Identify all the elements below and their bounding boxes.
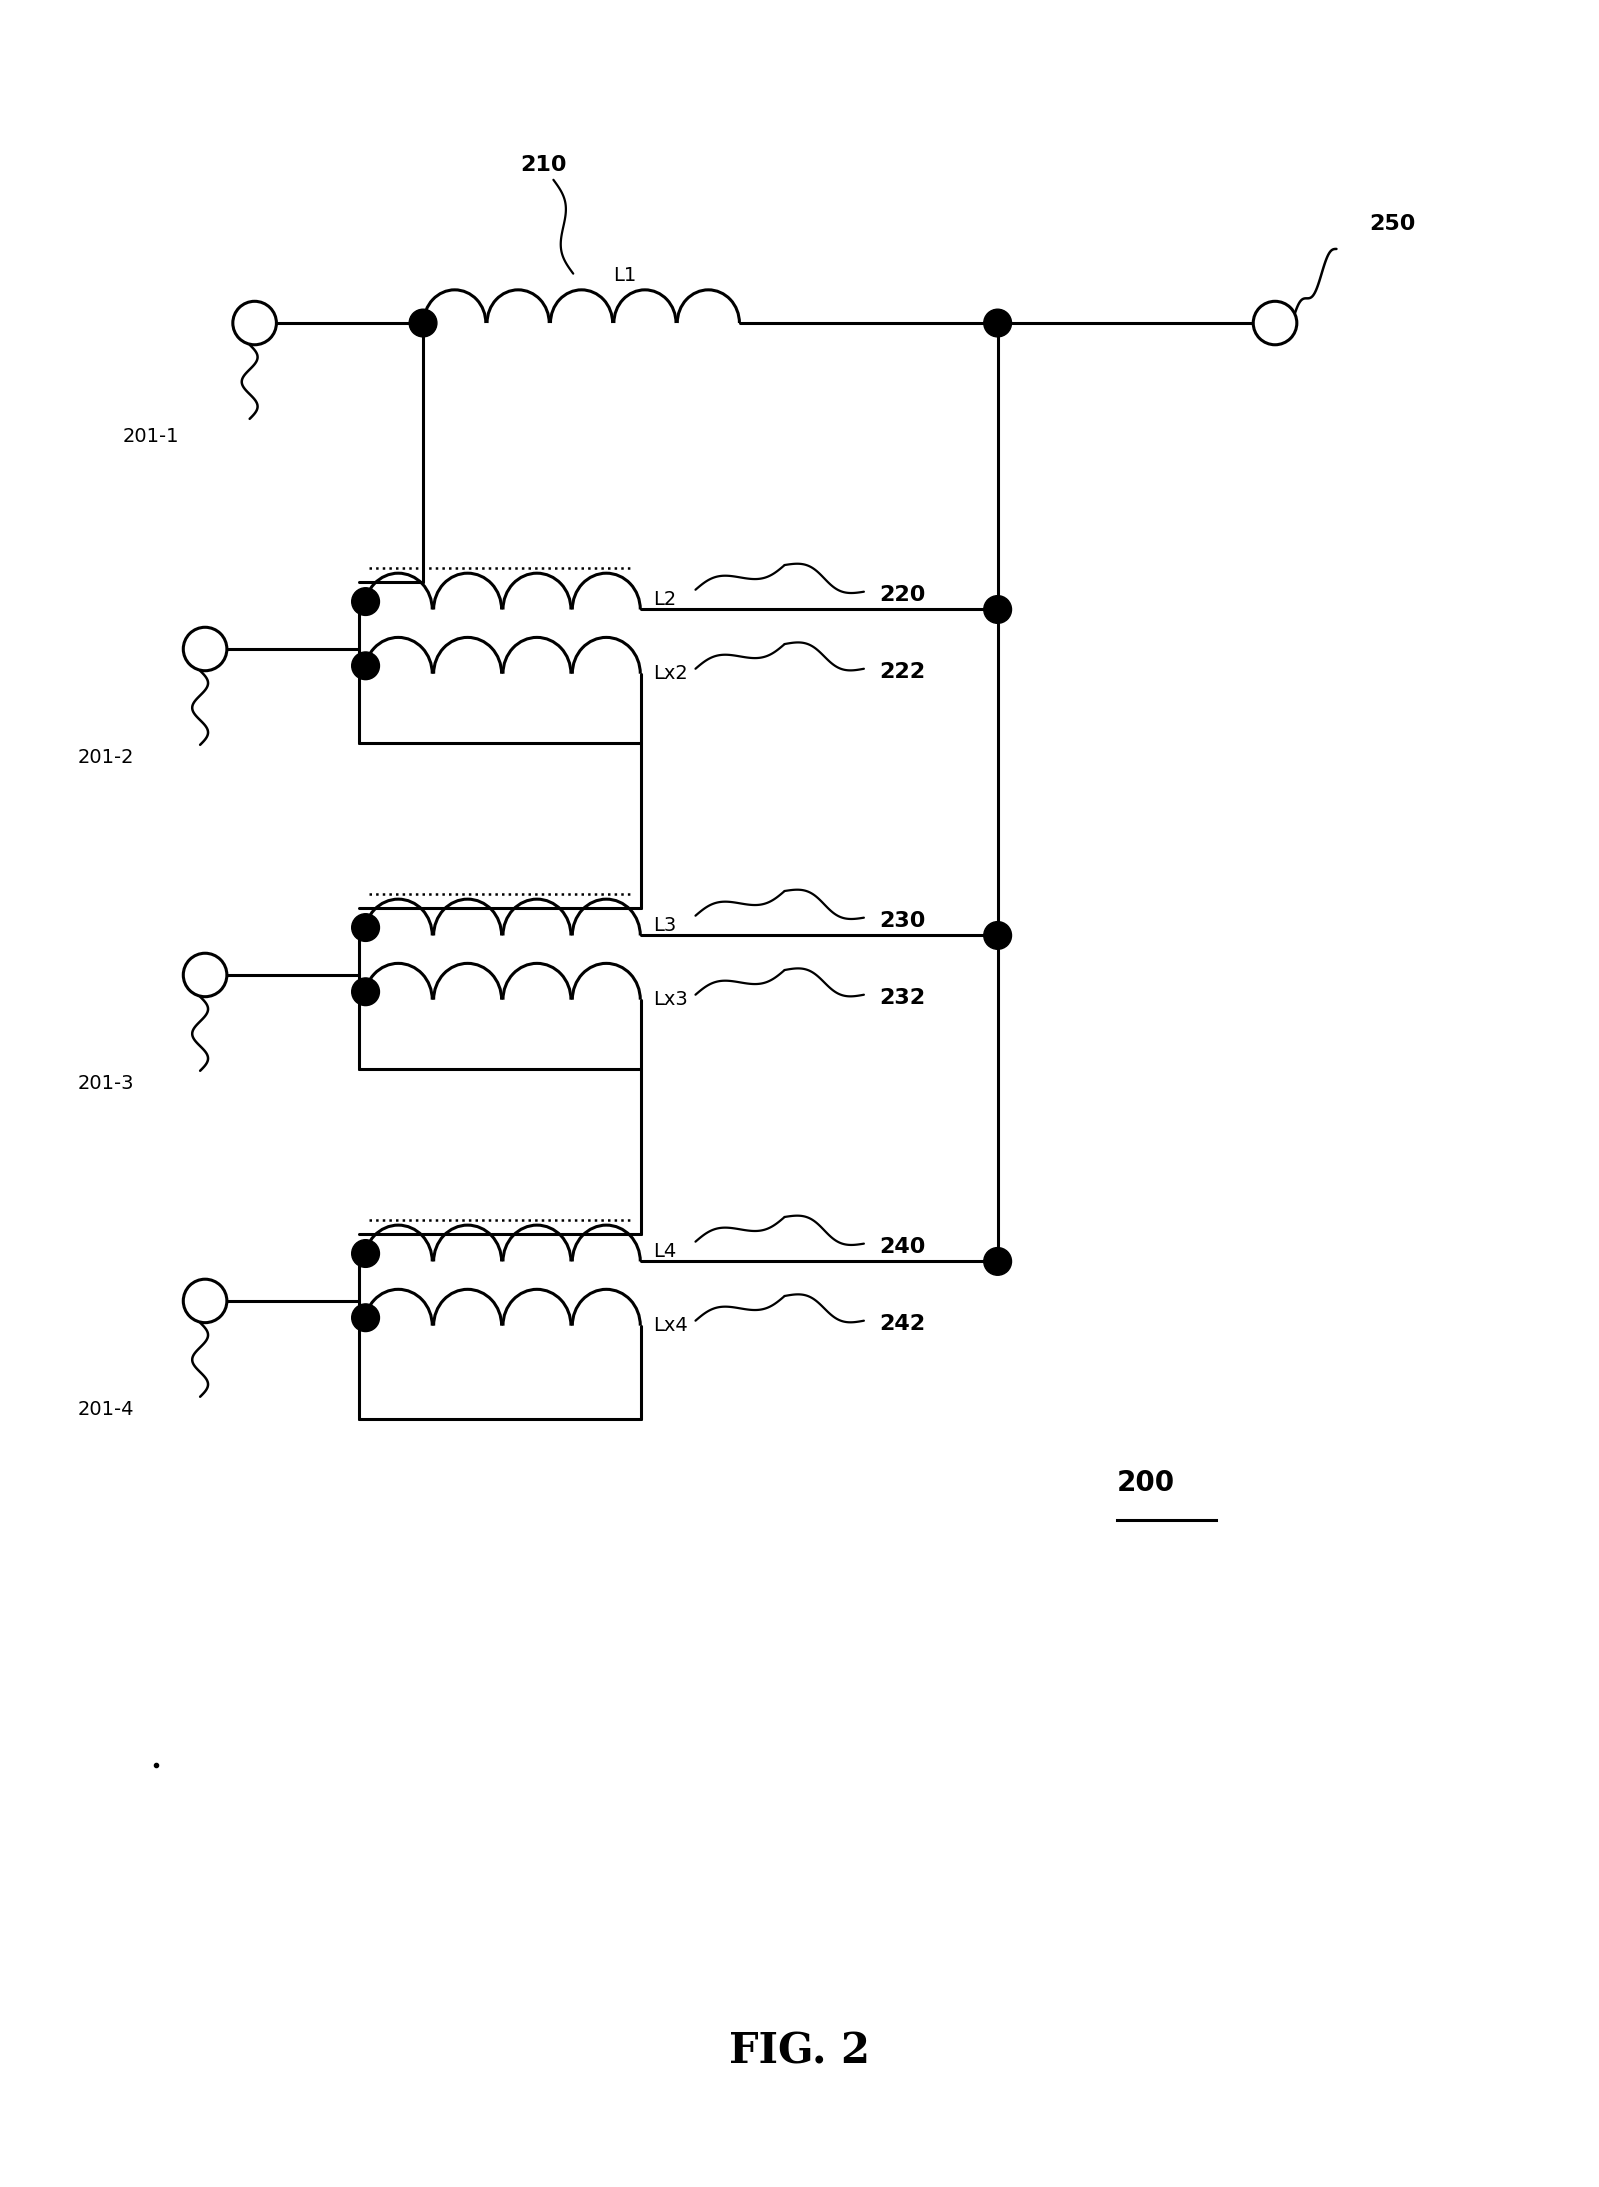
Circle shape — [1254, 302, 1297, 346]
Text: 201-2: 201-2 — [78, 748, 134, 768]
Text: 222: 222 — [879, 663, 924, 682]
Text: 200: 200 — [1116, 1470, 1175, 1496]
Circle shape — [352, 914, 379, 940]
Text: 210: 210 — [520, 155, 566, 175]
Circle shape — [352, 588, 379, 615]
Circle shape — [352, 652, 379, 680]
Text: Lx4: Lx4 — [652, 1317, 688, 1334]
Circle shape — [983, 1247, 1012, 1275]
Text: L4: L4 — [652, 1242, 676, 1262]
Text: FIG. 2: FIG. 2 — [729, 2032, 870, 2073]
Text: 220: 220 — [879, 584, 926, 604]
Text: 201-1: 201-1 — [123, 426, 179, 446]
Circle shape — [184, 954, 227, 997]
Circle shape — [184, 1279, 227, 1323]
Text: Lx3: Lx3 — [652, 991, 688, 1008]
Circle shape — [352, 978, 379, 1006]
Circle shape — [233, 302, 277, 346]
Text: 201-3: 201-3 — [78, 1074, 134, 1094]
Circle shape — [184, 628, 227, 671]
Text: L2: L2 — [652, 590, 676, 610]
Text: Lx2: Lx2 — [652, 665, 688, 682]
Text: 230: 230 — [879, 910, 926, 932]
Circle shape — [983, 595, 1012, 623]
Text: L3: L3 — [652, 916, 676, 936]
Text: 242: 242 — [879, 1314, 924, 1334]
Text: 201-4: 201-4 — [78, 1400, 134, 1419]
Circle shape — [352, 1303, 379, 1332]
Circle shape — [983, 921, 1012, 949]
Text: 232: 232 — [879, 989, 924, 1008]
Circle shape — [352, 1240, 379, 1266]
Circle shape — [983, 308, 1012, 337]
Text: L1: L1 — [614, 267, 636, 286]
Text: 240: 240 — [879, 1236, 926, 1258]
Text: 250: 250 — [1369, 214, 1415, 234]
Circle shape — [409, 308, 437, 337]
